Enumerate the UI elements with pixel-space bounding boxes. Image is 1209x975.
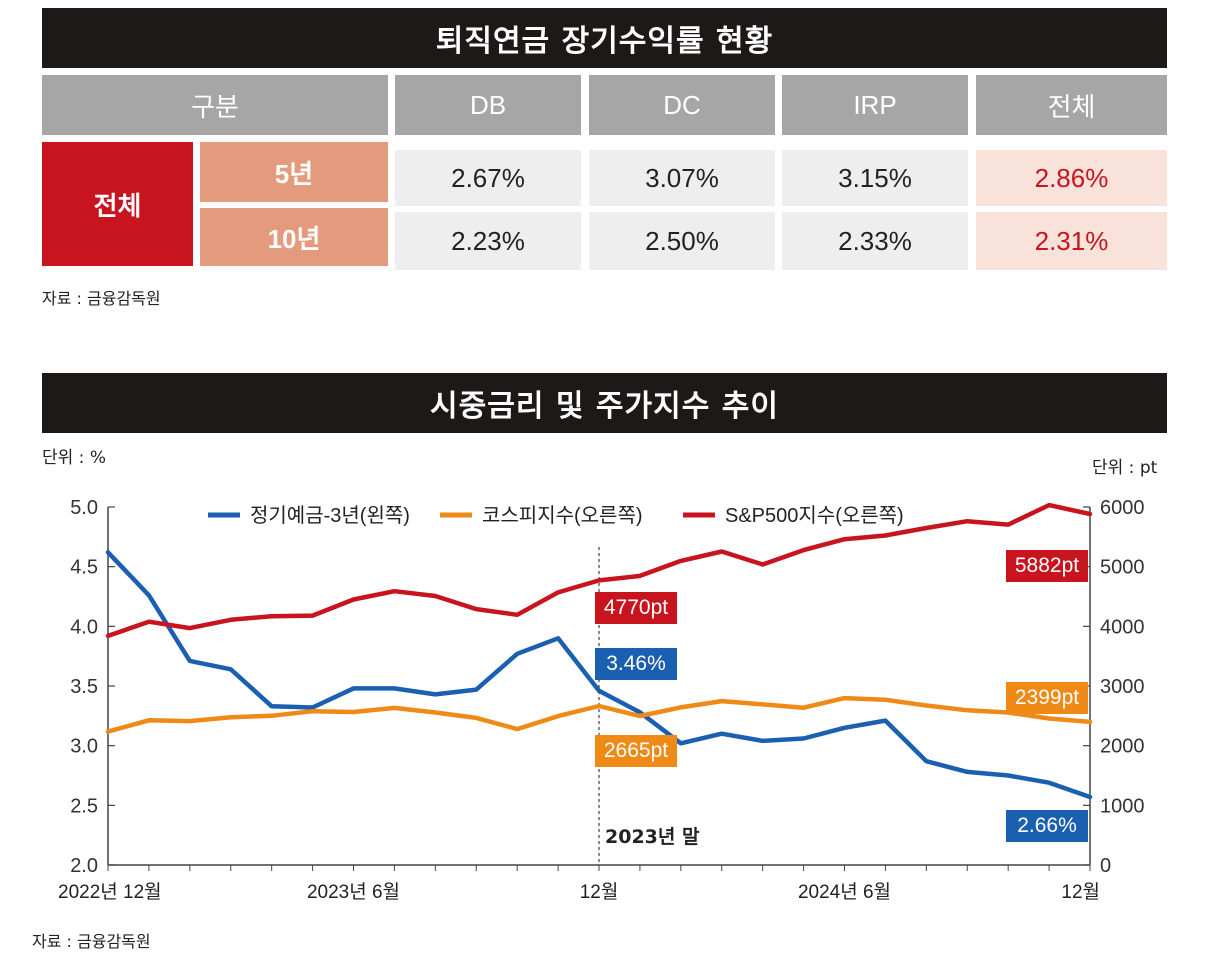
row-10y-total: 2.31%	[976, 212, 1167, 270]
row-10y-irp: 2.33%	[782, 212, 968, 270]
x-tick-label: 12월	[580, 881, 619, 903]
annotation-2023-end: 2023년 말	[605, 826, 700, 848]
right-tick-label: 1000	[1100, 795, 1145, 817]
row-5y-dc: 3.07%	[589, 150, 775, 206]
header-db: DB	[395, 75, 581, 135]
x-tick-label: 2022년 12월	[58, 881, 162, 903]
x-tick-label: 2024년 6월	[798, 881, 891, 903]
right-tick-label: 4000	[1100, 616, 1145, 638]
row-10y-db: 2.23%	[395, 212, 581, 270]
table-title: 퇴직연금 장기수익률 현황	[42, 8, 1167, 68]
row-5y-irp: 3.15%	[782, 150, 968, 206]
row-5y-label: 5년	[200, 142, 388, 202]
deposit-mid-label: 3.46%	[595, 648, 677, 680]
legend-deposit-label: 정기예금-3년(왼쪽)	[250, 504, 410, 527]
row-5y-db: 2.67%	[395, 150, 581, 206]
right-tick-label: 5000	[1100, 557, 1145, 579]
chart-title: 시중금리 및 주가지수 추이	[42, 373, 1167, 433]
x-tick-label: 2023년 6월	[307, 881, 400, 903]
chart-source: 자료 : 금융감독원	[32, 932, 151, 951]
header-dc: DC	[589, 75, 775, 135]
row-10y-label: 10년	[200, 208, 388, 266]
left-tick-label: 2.5	[70, 795, 98, 817]
kospi-line	[105, 695, 1093, 734]
right-tick-label: 0	[1100, 855, 1111, 877]
right-tick-label: 2000	[1100, 736, 1145, 758]
right-tick-label: 6000	[1100, 497, 1145, 519]
header-total: 전체	[976, 75, 1167, 135]
kospi-mid-label: 2665pt	[595, 735, 677, 767]
header-irp: IRP	[782, 75, 968, 135]
row-group-total: 전체	[42, 142, 193, 266]
header-category: 구분	[42, 75, 388, 135]
table-source: 자료 : 금융감독원	[42, 289, 161, 308]
sp500-end-label: 5882pt	[1006, 550, 1088, 582]
legend-sp500-label: S&P500지수(오른쪽)	[725, 504, 904, 527]
row-10y-dc: 2.50%	[589, 212, 775, 270]
left-tick-label: 2.0	[70, 855, 98, 877]
left-tick-label: 3.0	[70, 736, 98, 758]
row-5y-total: 2.86%	[976, 150, 1167, 206]
left-tick-label: 4.5	[70, 557, 98, 579]
legend-kospi-label: 코스피지수(오른쪽)	[482, 504, 643, 527]
unit-right: 단위 : pt	[1092, 458, 1158, 478]
kospi-end-label: 2399pt	[1006, 682, 1088, 714]
left-tick-label: 3.5	[70, 676, 98, 698]
sp500-mid-label: 4770pt	[595, 592, 677, 624]
deposit-end-label: 2.66%	[1006, 810, 1088, 842]
left-tick-label: 4.0	[70, 616, 98, 638]
left-tick-label: 5.0	[70, 497, 98, 519]
right-tick-label: 3000	[1100, 676, 1145, 698]
unit-left: 단위 : %	[42, 448, 106, 468]
x-tick-label: 12월	[1061, 881, 1100, 903]
